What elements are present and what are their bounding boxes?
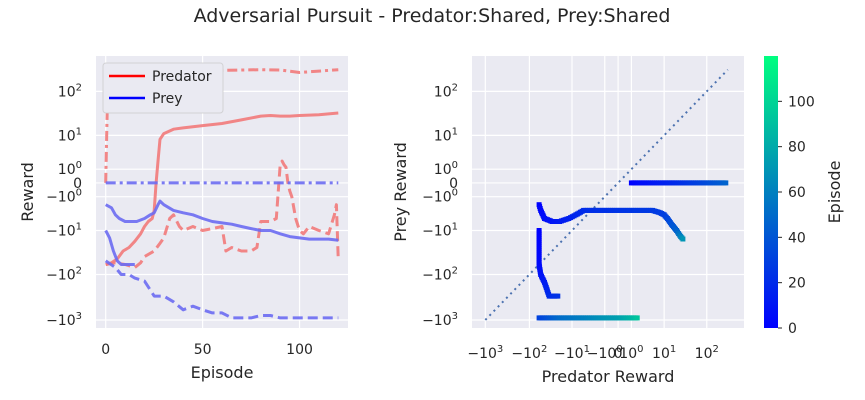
left-series-group <box>104 68 340 320</box>
left-y-tick-label: 101 <box>58 126 82 144</box>
legend-label-predator: Predator <box>152 69 212 85</box>
left-y-tick-label: −100 <box>46 188 82 206</box>
scatter-point <box>555 293 561 299</box>
colorbar-tick-label: 20 <box>788 276 806 292</box>
left-x-tick-labels: 0 50 100 <box>101 342 313 358</box>
right-x-axis-label: Predator Reward <box>542 367 675 386</box>
right-x-tick-label: 102 <box>695 344 719 362</box>
left-y-tick-label: −102 <box>46 265 82 283</box>
left-series-predator-solid-line <box>105 111 339 266</box>
left-y-tick-label: 0 <box>73 176 82 192</box>
right-x-tick-label: 0 <box>614 346 623 362</box>
left-x-axis-label: Episode <box>191 363 254 382</box>
colorbar-tick-label: 100 <box>788 94 815 110</box>
left-y-tick-label: −101 <box>46 221 82 239</box>
right-x-tick-label: −103 <box>467 344 503 362</box>
left-y-tick-label: 100 <box>58 160 82 178</box>
left-series-prey-solid-line <box>104 199 339 242</box>
right-y-tick-label: 102 <box>434 82 458 100</box>
right-y-tick-label: 0 <box>449 176 458 192</box>
right-y-axis-label: Prey Reward <box>391 142 410 242</box>
scatter-point <box>680 236 686 242</box>
colorbar-tick-label: 40 <box>788 230 806 246</box>
right-y-tick-label: −101 <box>422 221 458 239</box>
left-x-tick-label: 50 <box>194 342 212 358</box>
left-x-tick-label: 100 <box>286 342 313 358</box>
right-y-tick-label: −103 <box>422 311 458 329</box>
left-gridlines <box>96 56 348 328</box>
left-y-tick-label: −103 <box>46 311 82 329</box>
right-x-tick-label: −102 <box>511 344 547 362</box>
right-gridlines <box>472 56 744 328</box>
right-plot-background <box>472 56 744 328</box>
right-x-tick-label: 101 <box>652 344 676 362</box>
right-x-tick-label: −100 <box>587 344 623 362</box>
right-y-tick-label: −100 <box>422 188 458 206</box>
right-reference-line <box>484 69 729 321</box>
right-y-tick-label: 100 <box>434 160 458 178</box>
right-x-tick-label: 100 <box>619 344 643 362</box>
colorbar-ticks: 0 20 40 60 80 100 <box>778 94 815 337</box>
right-x-tick-label: −101 <box>554 344 590 362</box>
left-y-axis-label: Reward <box>18 162 37 222</box>
left-y-tick-label: 102 <box>58 82 82 100</box>
colorbar-tick-label: 80 <box>788 140 806 156</box>
scatter-point <box>723 180 729 186</box>
colorbar-gradient <box>764 56 778 328</box>
legend: Predator Prey <box>102 62 224 114</box>
figure-title: Adversarial Pursuit - Predator:Shared, P… <box>194 5 671 27</box>
legend-label-prey: Prey <box>152 91 183 107</box>
scatter-point <box>634 315 640 321</box>
colorbar-label: Episode <box>825 161 844 224</box>
colorbar-tick-label: 0 <box>788 321 797 337</box>
left-x-tick-label: 0 <box>101 342 110 358</box>
colorbar-tick-label: 60 <box>788 185 806 201</box>
right-y-tick-label: −102 <box>422 265 458 283</box>
right-series-group <box>484 69 729 321</box>
left-series-prey-dashed-line <box>104 259 339 320</box>
colorbar: 0 20 40 60 80 100 Episode <box>764 56 844 337</box>
left-series-prey-solid-line <box>104 229 135 266</box>
right-y-tick-label: 101 <box>434 126 458 144</box>
left-series-predator-dashed-line <box>105 159 340 269</box>
